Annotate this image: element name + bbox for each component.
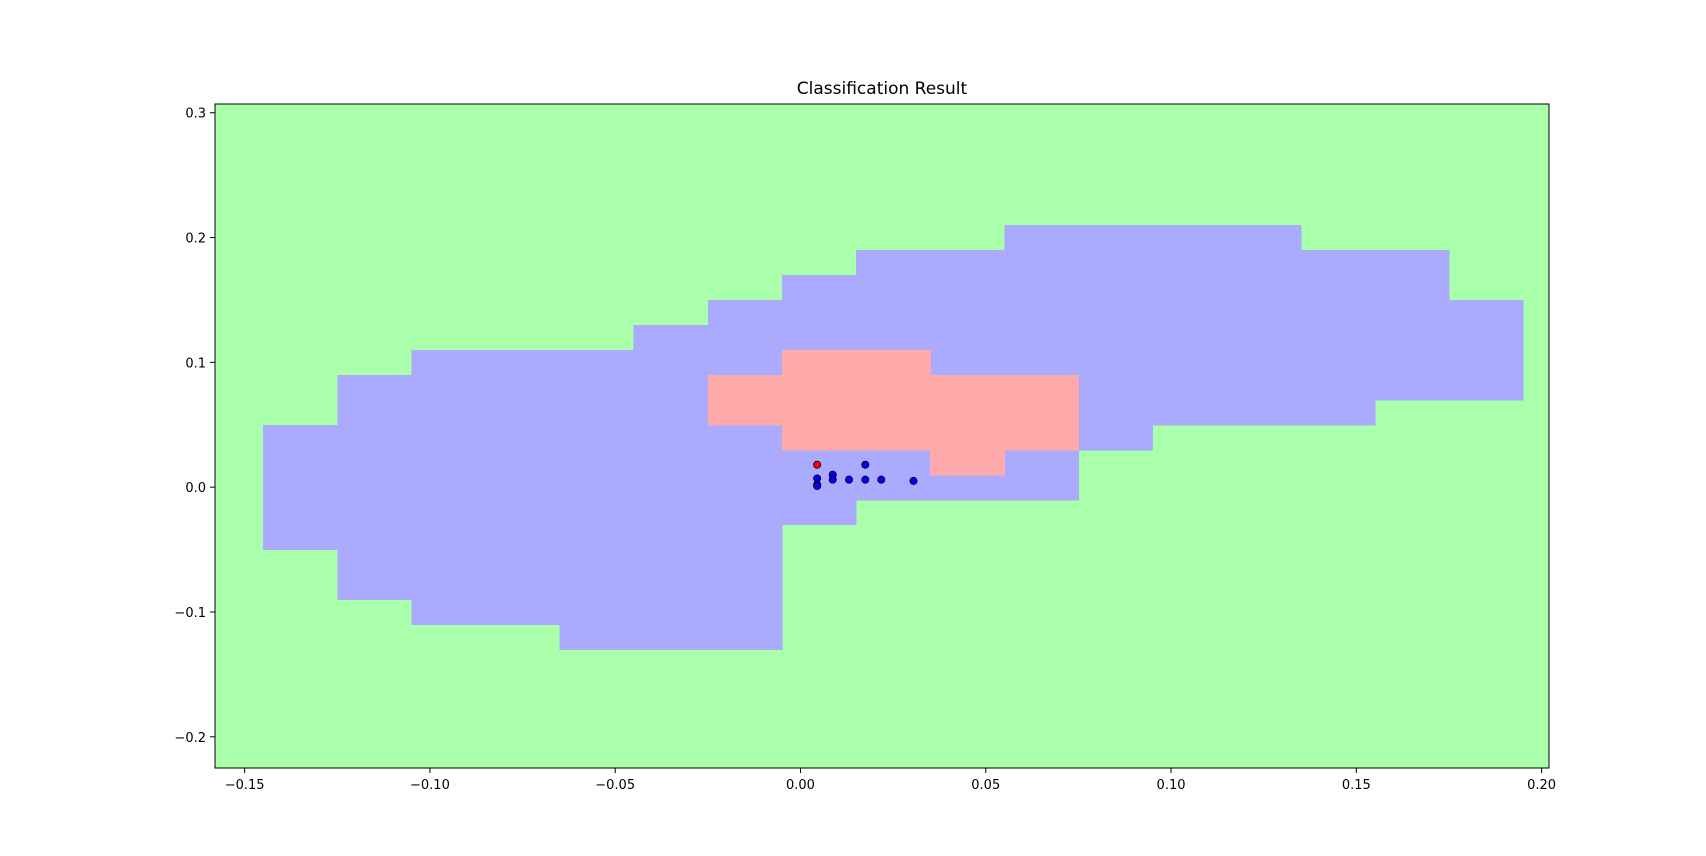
y-tick-label: −0.2 (174, 731, 206, 746)
region-blue-4 (633, 324, 709, 651)
region-blue-9 (1078, 225, 1154, 451)
x-tick-label: 0.10 (1157, 778, 1186, 793)
region-blue-8 (1004, 225, 1079, 501)
x-axis: −0.15 −0.10 −0.05 0.00 0.05 0.10 0.15 0.20 (225, 768, 1556, 793)
chart-title: Classification Result (797, 79, 968, 99)
region-blue-3 (559, 349, 635, 651)
region-blue-11 (1300, 250, 1376, 426)
data-point-blue-6 (845, 475, 854, 484)
data-point-blue-9 (877, 475, 886, 484)
x-tick-label: 0.15 (1342, 778, 1371, 793)
data-point-blue-5 (828, 475, 837, 484)
y-tick-label: 0.1 (185, 356, 206, 371)
region-blue-13 (1448, 299, 1524, 401)
region-blue-2 (411, 349, 561, 626)
data-point-blue-8 (861, 475, 870, 484)
x-tick-label: −0.15 (225, 778, 265, 793)
region-blue-5 (707, 299, 783, 651)
region-blue-10 (1152, 225, 1302, 426)
x-tick-label: −0.05 (595, 778, 635, 793)
data-point-red-0 (813, 460, 822, 469)
x-tick-label: 0.00 (786, 778, 815, 793)
data-point-blue-3 (813, 481, 822, 490)
x-tick-label: 0.20 (1527, 778, 1556, 793)
plot-area (214, 103, 1550, 769)
x-tick-label: −0.10 (410, 778, 450, 793)
x-tick-label: 0.05 (971, 778, 1000, 793)
decision-regions (263, 225, 1524, 651)
y-tick-label: 0.0 (185, 481, 206, 496)
region-red-17 (1004, 374, 1079, 451)
y-tick-label: 0.3 (185, 107, 206, 122)
data-point-blue-7 (861, 460, 870, 469)
region-blue-12 (1374, 250, 1450, 401)
region-red-15 (781, 349, 931, 451)
data-point-blue-10 (909, 476, 918, 485)
data-points (813, 460, 918, 490)
y-axis: 0.3 0.2 0.1 0.0 −0.1 −0.2 (174, 107, 215, 746)
y-tick-label: 0.2 (185, 232, 206, 247)
y-tick-label: −0.1 (174, 606, 206, 621)
region-red-16 (930, 374, 1005, 476)
region-red-14 (707, 374, 783, 426)
axes-frame (214, 103, 1550, 769)
region-blue-0 (263, 424, 338, 551)
region-blue-1 (337, 374, 412, 601)
